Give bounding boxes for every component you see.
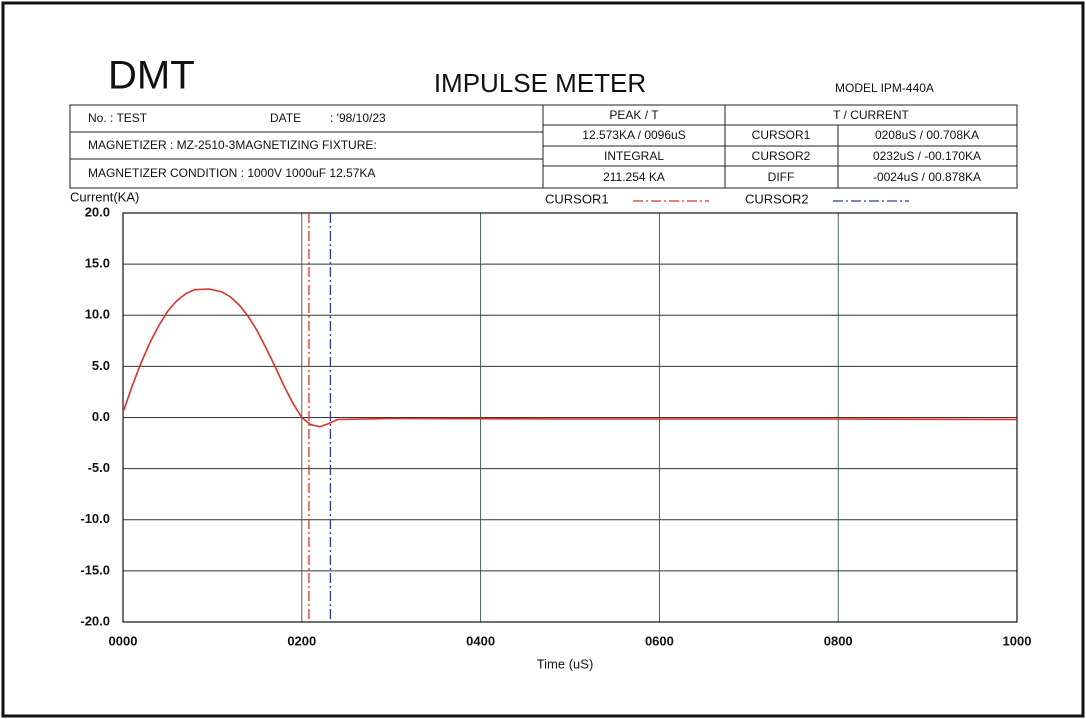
info-date-label: DATE	[270, 111, 301, 125]
cursor-table-header: T / CURRENT	[833, 108, 909, 122]
x-axis-label: Time (uS)	[537, 656, 594, 671]
legend-label: CURSOR1	[545, 191, 609, 206]
cursor-row-value: -0024uS / 00.878KA	[873, 170, 981, 184]
y-tick-label: -5.0	[88, 460, 110, 475]
y-tick-label: 10.0	[85, 307, 110, 322]
brand: DMT	[108, 54, 195, 98]
info-magnetizer: MAGNETIZER : MZ-2510-3MAGNETIZING FIXTUR…	[88, 138, 377, 152]
cursor-row-label: DIFF	[768, 170, 795, 184]
x-tick-label: 0800	[824, 633, 853, 648]
x-tick-label: 0400	[466, 633, 495, 648]
cursor-row-value: 0232uS / -00.170KA	[873, 149, 981, 163]
x-tick-label: 0000	[109, 633, 138, 648]
legend-label: CURSOR2	[745, 191, 809, 206]
integral-value: 211.254 KA	[603, 170, 665, 184]
y-axis-label: Current(KA)	[70, 189, 139, 204]
info-date: : '98/10/23	[330, 111, 386, 125]
info-condition: MAGNETIZER CONDITION : 1000V 1000uF 12.5…	[88, 166, 375, 180]
data-line	[122, 288, 1018, 428]
y-tick-label: -20.0	[80, 613, 110, 628]
cursor-row-value: 0208uS / 00.708KA	[875, 128, 979, 142]
y-tick-label: -10.0	[80, 511, 110, 526]
info-table: No. : TEST DATE : '98/10/23 MAGNETIZER :…	[69, 104, 1018, 189]
y-tick-label: 0.0	[92, 409, 110, 424]
plot-border	[122, 212, 1018, 623]
integral-header: INTEGRAL	[604, 149, 664, 163]
peak-value: 12.573KA / 0096uS	[582, 128, 685, 142]
cursor-row-label: CURSOR2	[752, 149, 811, 163]
info-no: No. : TEST	[88, 111, 148, 125]
x-tick-label: 1000	[1003, 633, 1032, 648]
x-tick-label: 0200	[287, 633, 316, 648]
y-tick-label: 20.0	[85, 204, 110, 219]
peak-header: PEAK / T	[609, 108, 659, 122]
title: IMPULSE METER	[434, 68, 646, 98]
x-tick-label: 0600	[645, 633, 674, 648]
y-tick-label: 15.0	[85, 256, 110, 271]
cursor-row-label: CURSOR1	[752, 128, 811, 142]
y-tick-label: -15.0	[80, 562, 110, 577]
model: MODEL IPM-440A	[835, 81, 934, 95]
y-tick-label: 5.0	[92, 358, 110, 373]
